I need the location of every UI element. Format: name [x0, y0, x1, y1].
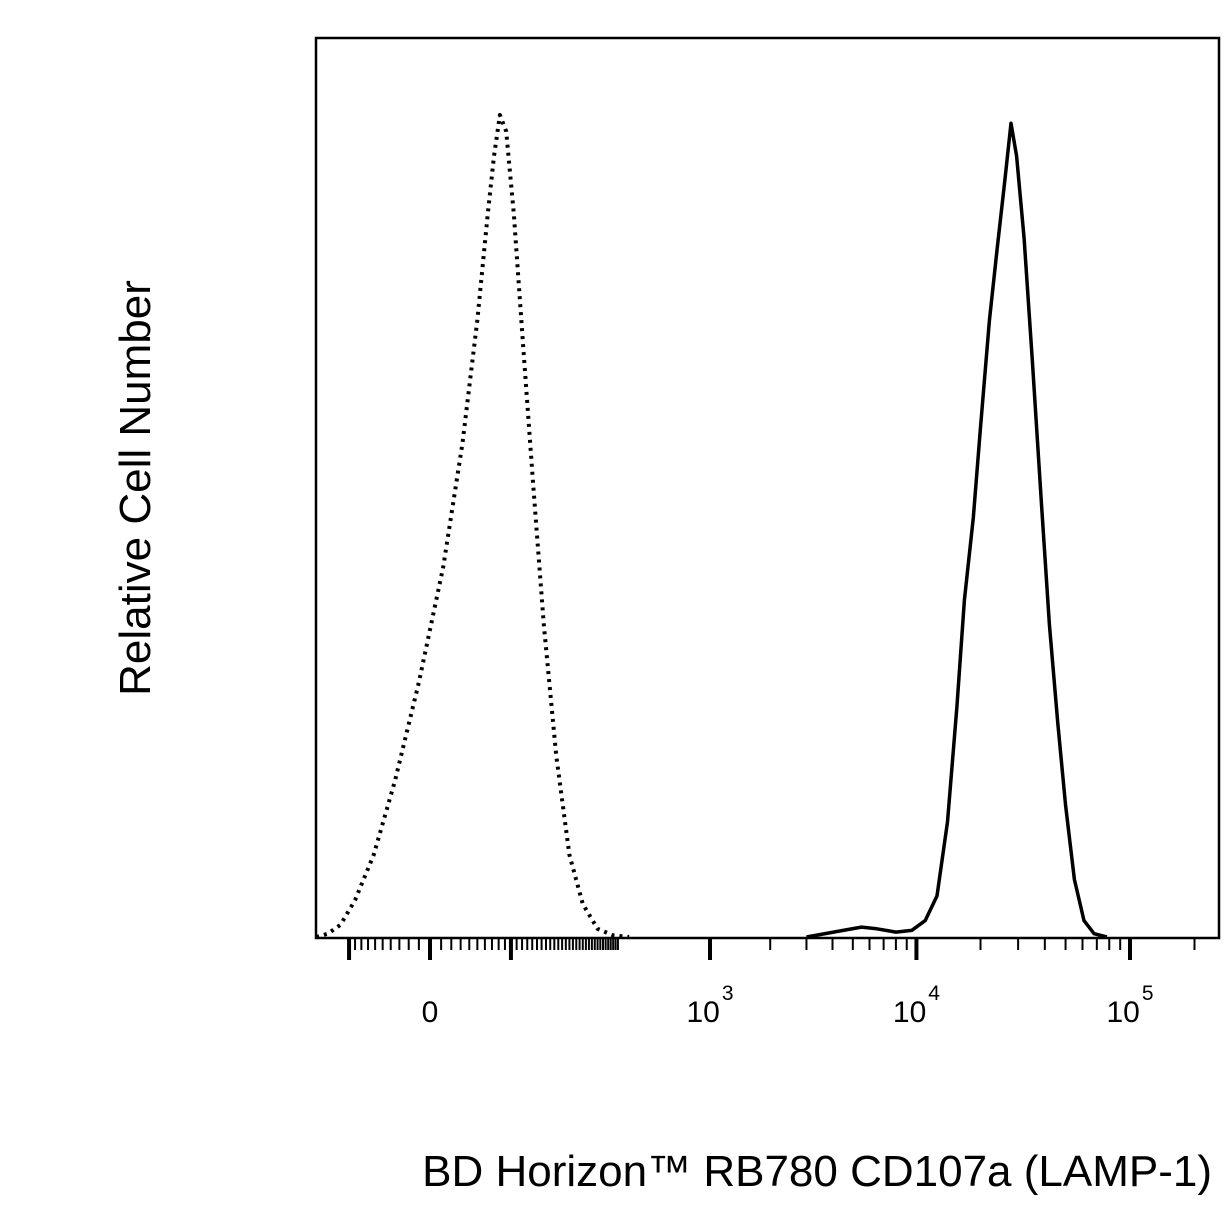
plot-frame [314, 36, 1221, 940]
x-tick-label: 103 [686, 982, 733, 1029]
stained-sample-histogram [806, 121, 1108, 939]
y-axis-label: Relative Cell Number [111, 280, 160, 696]
x-tick-label: 0 [422, 996, 439, 1029]
x-axis-minor-ticks [354, 938, 1196, 950]
x-axis-tick-labels: 0 103 104 105 [422, 982, 1154, 1029]
x-tick-label: 104 [893, 982, 940, 1029]
isotype-control-histogram [315, 113, 630, 939]
x-axis-label: BD Horizon™ RB780 CD107a (LAMP-1) [422, 1147, 1212, 1196]
x-axis-major-ticks [347, 938, 1132, 960]
series-layer [315, 113, 1108, 939]
x-tick-label: 105 [1106, 982, 1153, 1029]
